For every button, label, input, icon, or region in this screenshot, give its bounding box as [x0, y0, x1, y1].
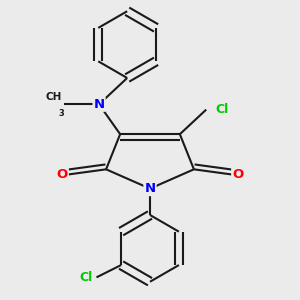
Text: O: O [232, 168, 244, 181]
Text: CH: CH [46, 92, 62, 101]
Text: N: N [94, 98, 105, 111]
Text: O: O [56, 168, 68, 181]
Text: Cl: Cl [80, 271, 93, 284]
Text: N: N [144, 182, 156, 195]
Text: 3: 3 [59, 109, 64, 118]
Text: Cl: Cl [215, 103, 228, 116]
